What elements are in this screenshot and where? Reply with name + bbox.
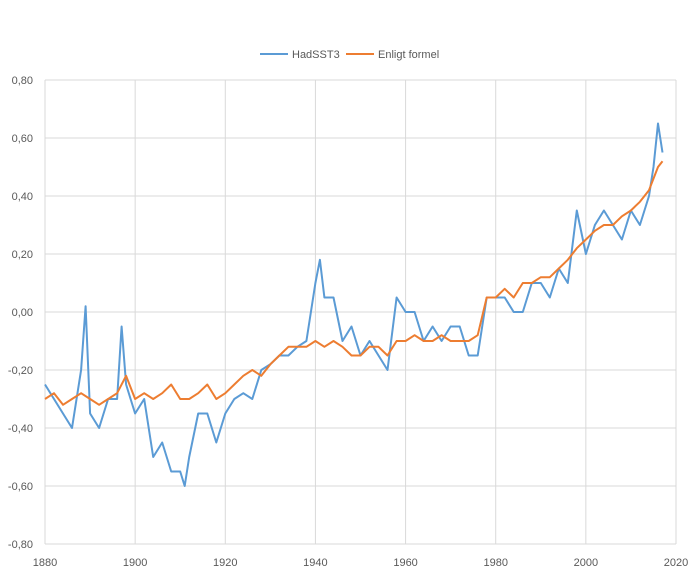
series-group (44, 122, 664, 487)
x-tick-label: 1940 (303, 557, 327, 569)
x-tick-label: 2020 (664, 557, 688, 569)
y-tick-label: 0,00 (12, 307, 33, 319)
y-tick-label: -0,40 (8, 423, 33, 435)
x-tick-label: 1900 (123, 557, 147, 569)
series-line-hadsst3 (44, 122, 664, 487)
y-axis: -0,80 -0,60 -0,40 -0,20 0,00 0,20 0,40 0,60 0,80 (8, 75, 33, 551)
x-tick-label: 2000 (574, 557, 598, 569)
x-tick-label: 1880 (33, 557, 57, 569)
x-tick-label: 1960 (393, 557, 417, 569)
y-tick-label: 0,40 (12, 191, 33, 203)
y-tick-label: 0,20 (12, 249, 33, 261)
x-tick-label: 1980 (483, 557, 507, 569)
y-tick-label: -0,60 (8, 481, 33, 493)
legend-label-enligt-formel: Enligt formel (378, 49, 439, 61)
y-tick-label: 0,60 (12, 133, 33, 145)
x-axis: 1880 1900 1920 1940 1960 1980 2000 2020 (33, 557, 688, 569)
series-line-enligt-formel (44, 160, 664, 406)
y-tick-label: 0,80 (12, 75, 33, 87)
legend: HadSST3 Enligt formel (260, 49, 439, 61)
y-tick-label: -0,80 (8, 539, 33, 551)
y-tick-label: -0,20 (8, 365, 33, 377)
x-tick-label: 1920 (213, 557, 237, 569)
legend-label-hadsst3: HadSST3 (292, 49, 340, 61)
